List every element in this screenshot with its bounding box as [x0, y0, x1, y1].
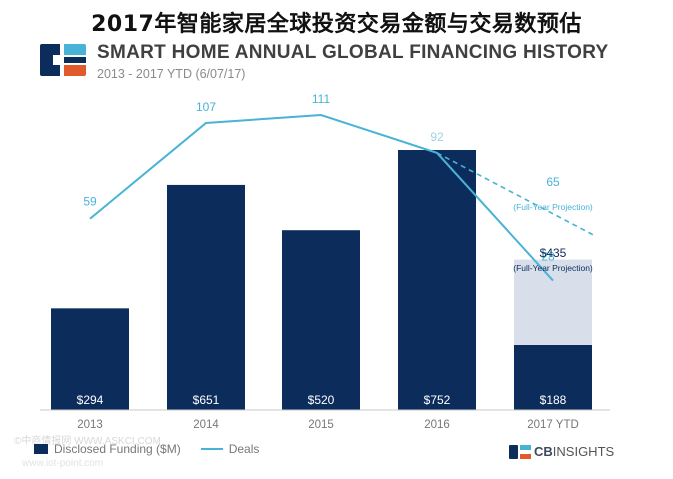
funding-bar	[398, 150, 476, 410]
funding-bar	[167, 184, 245, 410]
funding-bar-label: $188	[540, 393, 567, 407]
x-tick-label: 2013	[77, 419, 103, 431]
cbinsights-logo-icon	[40, 44, 86, 76]
legend-funding-label: Disclosed Funding ($M)	[54, 442, 181, 456]
brand-bold: CB	[534, 444, 553, 459]
legend-funding-swatch	[34, 444, 48, 454]
deals-projection-note: (Full-Year Projection)	[513, 202, 593, 212]
deals-data-label: 107	[196, 100, 216, 114]
page-title: 2017年智能家居全球投资交易金额与交易数预估	[91, 12, 582, 37]
deals-data-label: 59	[83, 195, 97, 209]
funding-projection-label: $435	[540, 246, 567, 260]
deals-data-label: 111	[312, 92, 331, 106]
legend-deals-label: Deals	[228, 442, 260, 456]
legend: Disclosed Funding ($M) Deals	[34, 442, 259, 456]
x-tick-label: 2016	[424, 419, 450, 431]
funding-bar-label: $520	[308, 393, 335, 407]
funding-bar-label: $651	[193, 393, 220, 407]
legend-deals-swatch	[200, 448, 223, 450]
watermark-url: www.iot-point.com	[22, 458, 104, 469]
watermark: ©中商情报网 WWW.ASKCI.COM	[14, 436, 161, 447]
cbinsights-mark-icon	[509, 444, 531, 459]
brand-light: INSIGHTS	[552, 444, 615, 459]
funding-bar	[51, 308, 129, 410]
deals-projection-line	[436, 152, 594, 236]
funding-bar	[514, 345, 592, 410]
x-tick-label: 2015	[308, 419, 334, 431]
funding-bar-label: $294	[77, 393, 104, 407]
funding-bar-label: $752	[424, 393, 451, 407]
x-tick-label: 2017 YTD	[527, 419, 579, 431]
deals-data-label: 92	[430, 130, 444, 144]
x-tick-label: 2014	[193, 419, 219, 431]
funding-projection-note: (Full-Year Projection)	[513, 263, 593, 273]
chart-subtitle: 2013 - 2017 YTD (6/07/17)	[97, 67, 246, 81]
deals-data-label: 28	[541, 250, 555, 264]
brand-logo: CB INSIGHTS	[509, 444, 614, 459]
chart-title: SMART HOME ANNUAL GLOBAL FINANCING HISTO…	[97, 42, 609, 63]
funding-bar	[282, 230, 360, 410]
deals-line	[89, 113, 554, 282]
deals-projection-label: 65	[546, 175, 560, 189]
